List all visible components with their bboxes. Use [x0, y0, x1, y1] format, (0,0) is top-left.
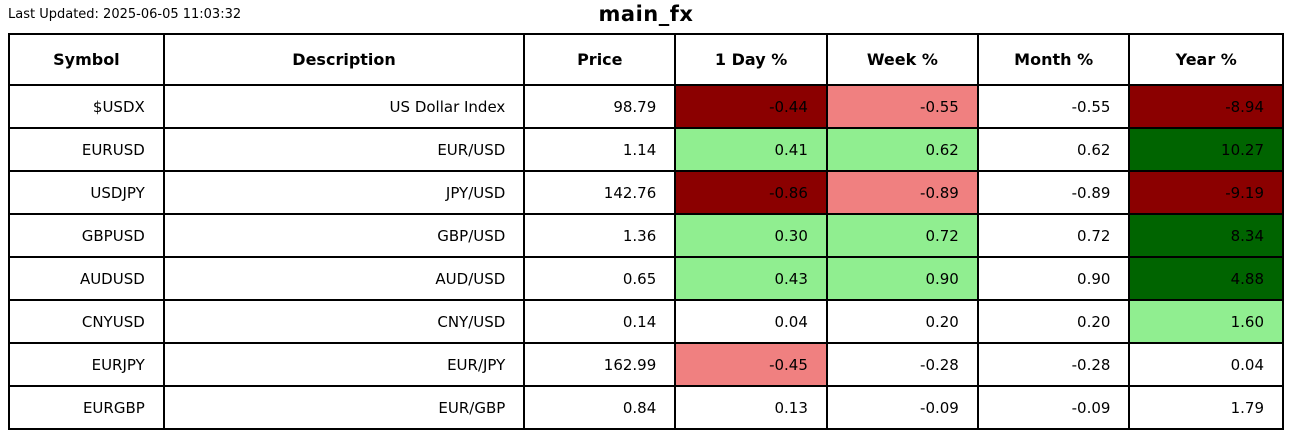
table-row: CNYUSD CNY/USD 0.14 0.04 0.20 0.20 1.60: [8, 299, 1284, 344]
description-cell: CNY/USD: [162, 299, 526, 344]
header-row: Symbol Description Price 1 Day % Week % …: [8, 33, 1284, 86]
description-cell: US Dollar Index: [162, 84, 526, 129]
day-change-cell: -0.86: [674, 170, 828, 215]
table-row: EURGBP EUR/GBP 0.84 0.13 -0.09 -0.09 1.7…: [8, 385, 1284, 430]
description-cell: GBP/USD: [162, 213, 526, 258]
day-change-cell: 0.41: [674, 127, 828, 172]
day-change-cell: 0.13: [674, 385, 828, 430]
price-cell: 142.76: [523, 170, 677, 215]
year-change-cell: 4.88: [1128, 256, 1284, 301]
month-change-cell: 0.90: [976, 256, 1131, 301]
symbol-cell: CNYUSD: [8, 299, 165, 344]
year-change-cell: -9.19: [1128, 170, 1284, 215]
symbol-cell: EURGBP: [8, 385, 165, 430]
price-cell: 0.14: [523, 299, 677, 344]
week-change-cell: -0.28: [825, 342, 979, 387]
table-row: AUDUSD AUD/USD 0.65 0.43 0.90 0.90 4.88: [8, 256, 1284, 301]
price-cell: 162.99: [523, 342, 677, 387]
fx-table: Symbol Description Price 1 Day % Week % …: [8, 33, 1284, 430]
month-change-cell: -0.28: [976, 342, 1131, 387]
symbol-cell: AUDUSD: [8, 256, 165, 301]
column-header-description: Description: [162, 33, 526, 86]
month-change-cell: -0.89: [976, 170, 1131, 215]
week-change-cell: 0.72: [825, 213, 979, 258]
week-change-cell: -0.09: [825, 385, 979, 430]
symbol-cell: $USDX: [8, 84, 165, 129]
day-change-cell: -0.45: [674, 342, 828, 387]
year-change-cell: 8.34: [1128, 213, 1284, 258]
year-change-cell: -8.94: [1128, 84, 1284, 129]
year-change-cell: 1.79: [1128, 385, 1284, 430]
column-header-year: Year %: [1128, 33, 1284, 86]
week-change-cell: -0.55: [825, 84, 979, 129]
symbol-cell: USDJPY: [8, 170, 165, 215]
column-header-symbol: Symbol: [8, 33, 165, 86]
page-title: main_fx: [598, 2, 694, 26]
month-change-cell: -0.55: [976, 84, 1131, 129]
table-row: $USDX US Dollar Index 98.79 -0.44 -0.55 …: [8, 84, 1284, 129]
column-header-week: Week %: [825, 33, 979, 86]
column-header-price: Price: [523, 33, 677, 86]
description-cell: JPY/USD: [162, 170, 526, 215]
description-cell: EUR/JPY: [162, 342, 526, 387]
week-change-cell: 0.90: [825, 256, 979, 301]
year-change-cell: 10.27: [1128, 127, 1284, 172]
last-updated-label: Last Updated: 2025-06-05 11:03:32: [8, 7, 242, 22]
month-change-cell: 0.20: [976, 299, 1131, 344]
day-change-cell: 0.04: [674, 299, 828, 344]
description-cell: AUD/USD: [162, 256, 526, 301]
day-change-cell: -0.44: [674, 84, 828, 129]
day-change-cell: 0.30: [674, 213, 828, 258]
year-change-cell: 0.04: [1128, 342, 1284, 387]
column-header-month: Month %: [976, 33, 1131, 86]
week-change-cell: -0.89: [825, 170, 979, 215]
price-cell: 1.36: [523, 213, 677, 258]
symbol-cell: GBPUSD: [8, 213, 165, 258]
table-row: GBPUSD GBP/USD 1.36 0.30 0.72 0.72 8.34: [8, 213, 1284, 258]
year-change-cell: 1.60: [1128, 299, 1284, 344]
table-row: USDJPY JPY/USD 142.76 -0.86 -0.89 -0.89 …: [8, 170, 1284, 215]
header-bar: Last Updated: 2025-06-05 11:03:32 main_f…: [0, 0, 1292, 33]
table-row: EURJPY EUR/JPY 162.99 -0.45 -0.28 -0.28 …: [8, 342, 1284, 387]
description-cell: EUR/GBP: [162, 385, 526, 430]
description-cell: EUR/USD: [162, 127, 526, 172]
symbol-cell: EURJPY: [8, 342, 165, 387]
day-change-cell: 0.43: [674, 256, 828, 301]
column-header-day: 1 Day %: [674, 33, 828, 86]
month-change-cell: 0.72: [976, 213, 1131, 258]
price-cell: 1.14: [523, 127, 677, 172]
price-cell: 0.65: [523, 256, 677, 301]
price-cell: 0.84: [523, 385, 677, 430]
week-change-cell: 0.20: [825, 299, 979, 344]
week-change-cell: 0.62: [825, 127, 979, 172]
price-cell: 98.79: [523, 84, 677, 129]
symbol-cell: EURUSD: [8, 127, 165, 172]
table-row: EURUSD EUR/USD 1.14 0.41 0.62 0.62 10.27: [8, 127, 1284, 172]
month-change-cell: 0.62: [976, 127, 1131, 172]
month-change-cell: -0.09: [976, 385, 1131, 430]
